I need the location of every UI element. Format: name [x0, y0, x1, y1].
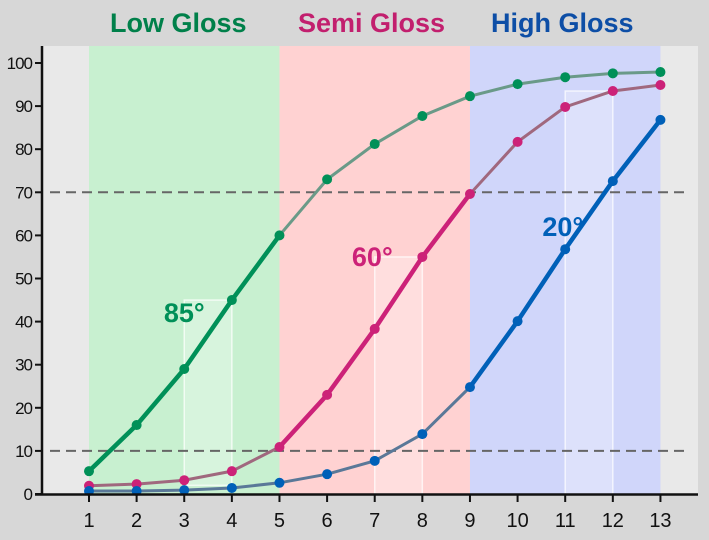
x-tick-label: 5	[274, 510, 285, 532]
y-tick-label: 70	[15, 183, 32, 202]
data-point	[417, 429, 428, 440]
x-tick-label: 11	[555, 510, 576, 532]
series-85deg	[84, 67, 666, 477]
data-point	[322, 389, 333, 400]
data-point	[464, 189, 475, 200]
x-tick-label: 7	[369, 510, 380, 532]
x-tick-label: 9	[464, 510, 475, 532]
data-point	[131, 479, 142, 490]
data-point	[464, 91, 475, 102]
data-point	[512, 79, 523, 90]
x-tick-label: 2	[131, 510, 142, 532]
data-point	[417, 251, 428, 262]
x-tick-label: 4	[226, 510, 237, 532]
x-tick-label: 12	[602, 510, 624, 532]
x-tick-label: 6	[322, 510, 333, 532]
data-point	[369, 455, 380, 466]
y-tick-label: 40	[15, 313, 32, 332]
data-point	[274, 230, 285, 241]
data-point	[464, 382, 475, 393]
data-point	[607, 68, 618, 79]
series-label: 20°	[542, 212, 583, 242]
y-tick-label: 20	[15, 399, 32, 418]
reference-lines	[50, 191, 684, 452]
data-point	[131, 420, 142, 431]
data-point	[560, 72, 571, 83]
highlight-box	[564, 90, 614, 495]
data-point	[226, 482, 237, 493]
series-lines	[84, 67, 666, 496]
y-tick-label: 30	[15, 356, 32, 375]
y-tick-label: 90	[15, 97, 32, 116]
y-tick-label: 100	[7, 54, 33, 73]
region-title-semi-gloss: Semi Gloss	[298, 8, 446, 38]
series-label: 85°	[164, 298, 205, 328]
region-title-high-gloss: High Gloss	[491, 8, 634, 38]
data-point	[655, 114, 666, 125]
data-point	[607, 176, 618, 187]
x-tick-label: 8	[417, 510, 428, 532]
data-point	[560, 101, 571, 112]
data-point	[322, 174, 333, 185]
data-point	[512, 316, 523, 327]
data-point	[322, 469, 333, 480]
data-point	[226, 466, 237, 477]
data-point	[179, 364, 190, 375]
y-tick-label: 80	[15, 140, 32, 159]
series-labels: 85° 60° 20°	[164, 212, 583, 328]
x-tick-label: 13	[649, 510, 671, 532]
highlight-box	[183, 299, 233, 487]
data-point	[179, 475, 190, 486]
data-point	[226, 295, 237, 306]
y-tick-label: 10	[15, 442, 32, 461]
y-tick-label: 50	[15, 270, 32, 289]
data-point	[274, 442, 285, 453]
data-point	[512, 136, 523, 147]
data-point	[369, 323, 380, 334]
data-point	[179, 485, 190, 496]
x-tick-label: 3	[179, 510, 190, 532]
series-label: 60°	[352, 242, 393, 272]
y-tick-label: 0	[24, 485, 33, 504]
data-point	[84, 466, 94, 477]
data-point	[417, 111, 428, 122]
x-tick-label: 10	[506, 510, 528, 532]
y-tick-label: 60	[15, 226, 32, 245]
data-point	[655, 67, 666, 78]
data-point	[369, 139, 380, 150]
series-60deg	[84, 79, 666, 491]
data-point	[655, 79, 666, 90]
data-point	[607, 86, 618, 97]
region-title-low-gloss: Low Gloss	[110, 8, 247, 38]
x-tick-label: 1	[83, 510, 94, 532]
data-point	[560, 244, 571, 255]
data-point	[274, 477, 285, 488]
